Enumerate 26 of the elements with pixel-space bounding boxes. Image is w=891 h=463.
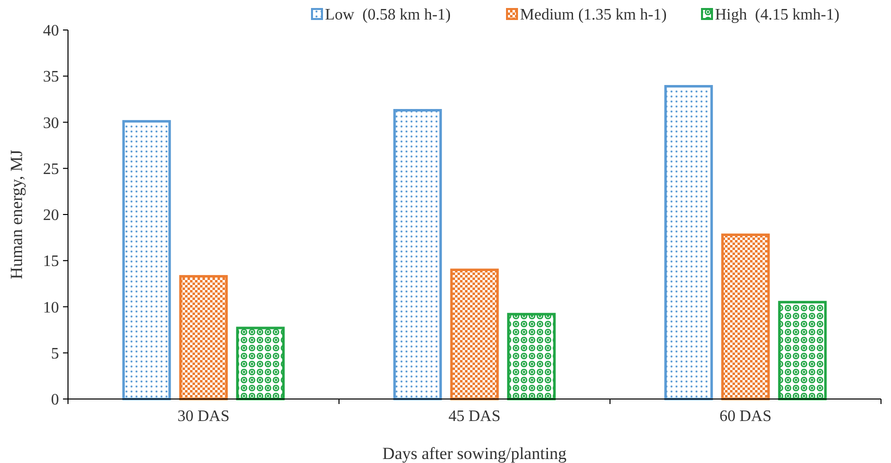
- legend-label: Medium (1.35 km h-1): [520, 6, 667, 24]
- y-tick-label: 0: [51, 392, 59, 409]
- bar: [721, 234, 770, 400]
- x-tick-label: 45 DAS: [448, 408, 501, 425]
- x-axis-title: Days after sowing/planting: [382, 444, 568, 463]
- bar: [236, 326, 285, 400]
- y-tick-label: 25: [43, 160, 59, 178]
- y-tick-label: 5: [51, 345, 59, 362]
- y-tick-label: 10: [43, 299, 59, 316]
- x-tick-label: 60 DAS: [719, 408, 772, 425]
- y-tick-label: 20: [43, 207, 59, 224]
- bar: [393, 109, 442, 400]
- bar: [778, 300, 827, 400]
- legend-label: Low (0.58 km h-1): [325, 6, 451, 24]
- y-tick-label: 35: [43, 68, 59, 86]
- y-tick-label: 15: [43, 253, 59, 270]
- y-axis-title: Human energy, MJ: [7, 149, 26, 280]
- bar: [450, 268, 499, 400]
- y-tick-label: 30: [43, 114, 59, 132]
- bar: [664, 85, 713, 400]
- bar: [179, 275, 228, 400]
- legend-label: High (4.15 kmh-1): [715, 6, 840, 24]
- bar: [507, 312, 556, 400]
- y-tick-label: 40: [43, 22, 59, 40]
- bar: [122, 120, 171, 400]
- x-tick-label: 30 DAS: [177, 408, 230, 425]
